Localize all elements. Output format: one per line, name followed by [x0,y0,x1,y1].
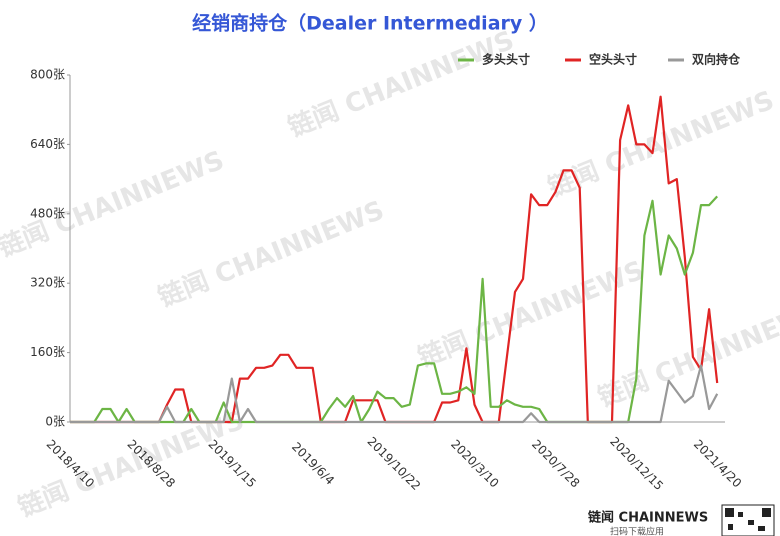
legend-label: 双向持仓 [692,52,741,67]
watermark: 链闻 CHAINNEWS [284,25,518,144]
watermark: 链闻 CHAINNEWS [0,145,228,264]
x-tick-label: 2021/4/20 [691,437,744,490]
x-tick-label: 2020/7/28 [529,437,582,490]
watermark: 链闻 CHAINNEWS [154,195,388,314]
legend-label: 多头头寸 [482,52,530,67]
x-tick-label: 2019/6/4 [289,440,337,488]
footer-caption: 扫码下载应用 [610,526,664,536]
y-tick-label: 640张 [30,137,65,151]
series-line [70,364,719,424]
qr-code [721,504,775,536]
y-tick-label: 0张 [45,415,65,429]
y-tick-label: 800张 [30,68,65,82]
y-tick-label: 480张 [30,206,65,220]
legend-label: 空头头寸 [589,52,637,67]
series-line [70,95,719,424]
y-tick-label: 160张 [30,345,65,359]
x-tick-label: 2020/12/15 [607,434,666,493]
x-tick-label: 2019/10/22 [365,434,424,493]
x-tick-label: 2019/1/15 [205,437,258,490]
x-tick-label: 2020/3/10 [448,437,501,490]
y-tick-label: 320张 [30,276,65,290]
footer-brand: 链闻 CHAINNEWS [587,510,708,526]
watermark: 链闻 CHAINNEWS [594,295,780,414]
chart-title: 经销商持仓（Dealer Intermediary ） [192,12,548,35]
